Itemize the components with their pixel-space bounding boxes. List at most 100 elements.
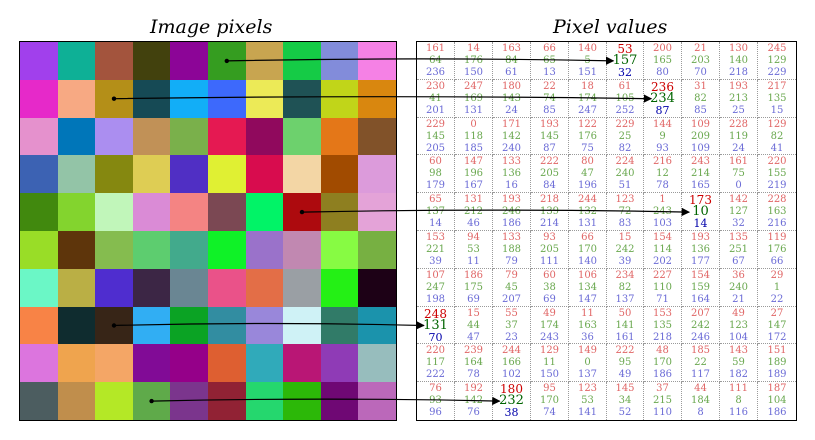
pixel-red-value: 247: [463, 81, 484, 92]
pixel-blue-value: 66: [770, 256, 784, 267]
pixel-red-value: 224: [615, 156, 635, 167]
pixel-green-value: 209: [690, 131, 711, 142]
pixel-blue-value: 78: [467, 369, 480, 380]
pixel-value-cell-r5-c6: 154 114 202: [644, 231, 682, 269]
pixel-value-cell-r1-c8: 193 213 25: [720, 80, 758, 118]
pixel-green-value: 114: [652, 244, 673, 255]
pixel-blue-value: 69: [543, 294, 556, 305]
pixel-red-value: 122: [577, 119, 598, 130]
pixel-green-value: 119: [728, 131, 749, 142]
pixel-r3-c1: [58, 155, 95, 193]
pixel-green-value: 134: [577, 282, 598, 293]
pixel-blue-value: 214: [539, 218, 560, 229]
pixel-green-value: 175: [463, 282, 484, 293]
pixel-value-cell-r4-c9: 228 163 216: [758, 193, 796, 231]
pixel-value-cell-r3-c6: 216 12 78: [644, 155, 682, 193]
pixel-r8-c2: [95, 344, 133, 382]
pixel-red-value: 79: [505, 270, 518, 281]
pixel-red-value: 15: [618, 232, 632, 243]
pixel-green-value: 93: [429, 395, 442, 406]
pixel-value-cell-r1-c1: 247 169 131: [455, 80, 493, 118]
pixel-green-value: 169: [463, 93, 484, 104]
pixel-blue-value: 131: [577, 218, 598, 229]
pixel-r7-c8: [321, 307, 358, 344]
pixel-green-value: 176: [463, 55, 484, 66]
pixel-green-value: 157: [612, 53, 638, 68]
pixel-red-value: 66: [543, 43, 556, 54]
pixel-green-value: 170: [539, 395, 560, 406]
pixel-blue-value: 185: [463, 143, 484, 154]
pixel-value-cell-r3-c5: 224 240 51: [607, 155, 644, 193]
pixel-blue-value: 164: [690, 294, 711, 305]
pixel-green-value: 131: [423, 318, 448, 333]
pixel-value-cell-r4-c0: 65 137 14: [417, 193, 455, 231]
pixel-red-value: 94: [467, 232, 480, 243]
pixel-green-value: 118: [463, 131, 484, 142]
pixel-r4-c4: [170, 193, 208, 231]
pixel-green-value: 135: [767, 93, 787, 104]
pixel-r9-c5: [208, 382, 246, 420]
pixel-green-value: 214: [690, 168, 711, 179]
pixel-red-value: 123: [577, 383, 598, 394]
pixel-value-cell-r1-c0: 230 41 201: [417, 80, 455, 118]
pixel-r2-c3: [133, 118, 170, 155]
pixel-blue-value: 67: [732, 256, 745, 267]
pixel-r2-c2: [95, 118, 133, 155]
pixel-red-value: 37: [656, 383, 669, 394]
pixel-value-cell-r7-c1: 15 44 47: [455, 307, 493, 344]
pixel-green-value: 203: [690, 55, 711, 66]
pixel-red-value: 53: [617, 42, 633, 56]
pixel-green-value: 10: [692, 204, 709, 219]
pixel-red-value: 230: [425, 81, 446, 92]
pixel-value-cell-r7-c8: 49 123 104: [720, 307, 758, 344]
pixel-green-value: 59: [732, 357, 745, 368]
pixel-blue-value: 39: [618, 256, 632, 267]
pixel-r0-c4: [170, 42, 208, 80]
pixel-red-value: 161: [728, 156, 749, 167]
pixel-r1-c0: [20, 80, 58, 118]
pixel-r9-c7: [283, 382, 321, 420]
pixel-value-cell-r1-c2: 180 143 24: [493, 80, 531, 118]
pixel-red-value: 66: [581, 232, 594, 243]
pixel-blue-value: 131: [463, 105, 484, 116]
pixel-blue-value: 216: [767, 218, 787, 229]
pixel-red-value: 239: [463, 345, 484, 356]
pixel-green-value: 165: [652, 55, 673, 66]
pixel-red-value: 119: [767, 232, 787, 243]
pixel-value-cell-r1-c4: 18 174 247: [569, 80, 607, 118]
pixel-r8-c8: [321, 344, 358, 382]
pixel-green-value: 166: [501, 357, 522, 368]
pixel-r2-c1: [58, 118, 95, 155]
pixel-red-value: 109: [690, 119, 711, 130]
pixel-r8-c9: [358, 344, 396, 382]
pixel-green-value: 11: [543, 357, 556, 368]
pixel-red-value: 163: [501, 43, 522, 54]
pixel-green-value: 65: [543, 55, 556, 66]
pixel-value-cell-r2-c7: 109 209 109: [682, 118, 720, 155]
pixel-blue-value: 32: [618, 66, 632, 79]
pixel-blue-value: 70: [428, 331, 443, 344]
pixel-r2-c5: [208, 118, 246, 155]
pixel-r1-c7: [283, 80, 321, 118]
pixel-blue-value: 51: [618, 180, 632, 191]
pixel-green-value: 188: [501, 244, 522, 255]
pixel-r6-c9: [358, 269, 396, 307]
pixel-value-cell-r4-c2: 193 246 186: [493, 193, 531, 231]
pixel-red-value: 193: [728, 81, 749, 92]
pixel-value-cell-r4-c4: 244 132 131: [569, 193, 607, 231]
pixel-value-cell-r6-c3: 60 38 69: [531, 269, 569, 307]
pixel-value-cell-r6-c5: 234 82 137: [607, 269, 644, 307]
pixel-blue-value: 70: [694, 67, 707, 78]
pixel-value-cell-r5-c7: 193 136 177: [682, 231, 720, 269]
pixel-red-value: 29: [770, 270, 784, 281]
pixel-value-cell-r0-c7: 21 203 70: [682, 42, 720, 80]
pixel-r5-c9: [358, 231, 396, 269]
pixel-green-value: 155: [767, 168, 787, 179]
pixel-blue-value: 47: [467, 332, 480, 343]
pixel-r5-c6: [246, 231, 283, 269]
pixel-green-value: 82: [694, 93, 707, 104]
pixel-green-value: 44: [467, 320, 480, 331]
pixel-red-value: 1: [659, 194, 666, 205]
pixel-red-value: 143: [728, 345, 749, 356]
pixel-red-value: 161: [425, 43, 446, 54]
